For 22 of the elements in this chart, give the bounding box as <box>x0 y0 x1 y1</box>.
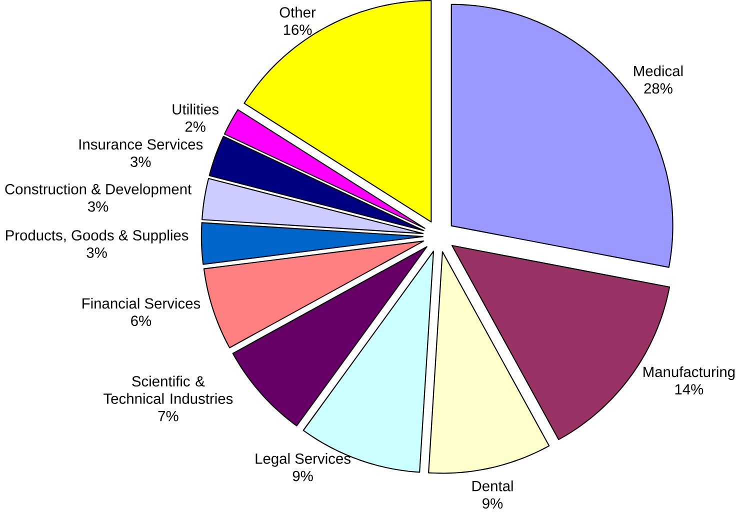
data-label: 3% <box>86 247 107 258</box>
slice-label: Other <box>280 6 316 18</box>
data-label: 7% <box>158 410 178 422</box>
data-label: 14% <box>675 384 704 394</box>
slice-label: Utilities <box>172 104 218 114</box>
slice-label: Legal Services <box>256 453 350 467</box>
data-label: 16% <box>284 24 312 35</box>
slice-label: Scientific & Technical Industries <box>104 376 233 404</box>
data-label: 9% <box>482 498 503 509</box>
data-label: 2% <box>185 121 206 132</box>
slice-label: Products, Goods & Supplies <box>6 230 188 244</box>
slice-label: Medical <box>634 65 683 76</box>
slice-label: Financial Services <box>82 298 200 309</box>
data-label: 28% <box>644 83 672 94</box>
data-label: 9% <box>292 470 313 482</box>
slice-label: Manufacturing <box>644 366 735 380</box>
slice-label: Insurance Services <box>79 138 203 150</box>
slice-label: Dental <box>472 480 513 492</box>
data-label: 3% <box>130 156 151 167</box>
slice-label: Construction & Development <box>5 184 192 198</box>
data-label: 6% <box>131 316 152 326</box>
data-label: 3% <box>88 201 108 212</box>
